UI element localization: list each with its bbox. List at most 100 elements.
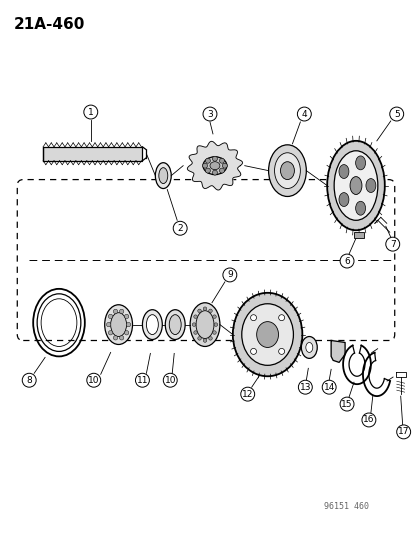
- Circle shape: [396, 425, 410, 439]
- Text: 17: 17: [397, 427, 408, 437]
- Circle shape: [214, 323, 217, 326]
- Circle shape: [212, 315, 216, 318]
- Ellipse shape: [338, 192, 348, 206]
- Ellipse shape: [349, 176, 361, 195]
- Ellipse shape: [110, 313, 126, 336]
- Text: 4: 4: [301, 109, 306, 118]
- Circle shape: [321, 380, 335, 394]
- Circle shape: [278, 314, 284, 321]
- Circle shape: [208, 336, 212, 340]
- Circle shape: [250, 314, 256, 321]
- Ellipse shape: [159, 168, 167, 183]
- Circle shape: [297, 107, 311, 121]
- Ellipse shape: [104, 305, 132, 344]
- Polygon shape: [353, 232, 363, 238]
- Circle shape: [278, 349, 284, 354]
- Circle shape: [135, 373, 149, 387]
- Circle shape: [208, 309, 212, 313]
- Ellipse shape: [268, 145, 306, 197]
- Circle shape: [126, 322, 131, 327]
- Circle shape: [219, 158, 224, 163]
- Text: 10: 10: [164, 376, 176, 385]
- Text: 16: 16: [362, 415, 374, 424]
- Ellipse shape: [155, 163, 171, 189]
- Circle shape: [193, 331, 197, 334]
- Circle shape: [298, 380, 311, 394]
- Ellipse shape: [305, 343, 312, 352]
- Text: 10: 10: [88, 376, 99, 385]
- Ellipse shape: [355, 201, 365, 215]
- Ellipse shape: [209, 161, 219, 169]
- Circle shape: [113, 309, 117, 313]
- Circle shape: [222, 163, 227, 168]
- Text: 2: 2: [177, 224, 183, 233]
- Ellipse shape: [169, 314, 181, 335]
- Ellipse shape: [256, 321, 278, 348]
- Text: 11: 11: [136, 376, 148, 385]
- Circle shape: [197, 336, 201, 340]
- Text: 15: 15: [340, 400, 352, 409]
- Circle shape: [212, 331, 216, 334]
- Ellipse shape: [232, 293, 301, 376]
- Circle shape: [339, 397, 353, 411]
- Circle shape: [119, 309, 123, 313]
- Circle shape: [119, 336, 123, 340]
- Text: 5: 5: [393, 109, 399, 118]
- Circle shape: [339, 254, 353, 268]
- Circle shape: [203, 338, 206, 342]
- Ellipse shape: [146, 314, 158, 335]
- Circle shape: [205, 158, 210, 163]
- Ellipse shape: [280, 161, 294, 180]
- Circle shape: [212, 156, 217, 161]
- Circle shape: [203, 307, 206, 311]
- Ellipse shape: [202, 157, 226, 175]
- Circle shape: [361, 413, 375, 427]
- Text: 8: 8: [26, 376, 32, 385]
- Circle shape: [219, 168, 224, 173]
- Text: 14: 14: [323, 383, 334, 392]
- Ellipse shape: [241, 304, 293, 365]
- Text: 96151 460: 96151 460: [323, 503, 368, 511]
- Circle shape: [205, 168, 210, 173]
- Circle shape: [87, 373, 100, 387]
- Circle shape: [202, 163, 207, 168]
- Circle shape: [193, 315, 197, 318]
- Circle shape: [108, 314, 112, 319]
- Circle shape: [192, 323, 195, 326]
- Circle shape: [106, 322, 111, 327]
- Ellipse shape: [165, 310, 185, 340]
- Circle shape: [240, 387, 254, 401]
- Text: 21A-460: 21A-460: [13, 17, 85, 31]
- Circle shape: [202, 107, 216, 121]
- Bar: [43, 147, 142, 161]
- Ellipse shape: [196, 311, 214, 338]
- Circle shape: [222, 268, 236, 282]
- Ellipse shape: [274, 153, 300, 189]
- Circle shape: [212, 170, 217, 175]
- Ellipse shape: [142, 310, 162, 340]
- Text: 1: 1: [88, 108, 93, 117]
- Circle shape: [124, 314, 128, 319]
- Text: 6: 6: [343, 256, 349, 265]
- Circle shape: [113, 336, 117, 340]
- Circle shape: [108, 330, 112, 335]
- Circle shape: [83, 105, 97, 119]
- Circle shape: [250, 349, 256, 354]
- Circle shape: [385, 237, 399, 251]
- Text: 12: 12: [242, 390, 253, 399]
- Text: 9: 9: [226, 270, 232, 279]
- Circle shape: [124, 330, 128, 335]
- Ellipse shape: [355, 156, 365, 170]
- Ellipse shape: [301, 336, 316, 358]
- Ellipse shape: [338, 165, 348, 179]
- Polygon shape: [330, 341, 344, 362]
- Ellipse shape: [326, 141, 384, 230]
- Text: 3: 3: [206, 109, 212, 118]
- Ellipse shape: [190, 303, 219, 346]
- Ellipse shape: [333, 151, 377, 220]
- Circle shape: [173, 221, 187, 235]
- Circle shape: [389, 107, 403, 121]
- Circle shape: [197, 309, 201, 313]
- Polygon shape: [187, 141, 242, 190]
- Circle shape: [22, 373, 36, 387]
